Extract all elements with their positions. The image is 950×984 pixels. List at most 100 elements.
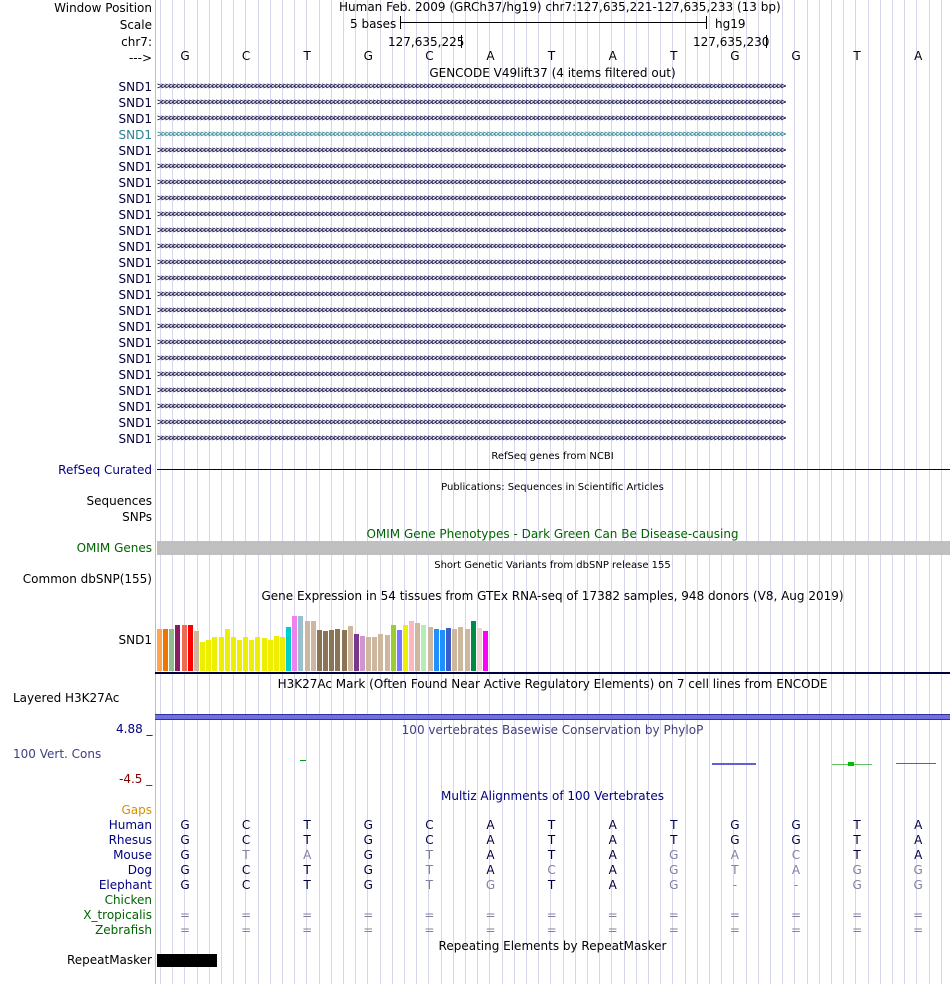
gtex-tissue-bar[interactable] [372, 637, 378, 671]
gtex-tissue-bar[interactable] [236, 640, 242, 671]
repeatmasker-label[interactable]: RepeatMasker [66, 953, 152, 967]
gencode-transcript[interactable]: >>>>>>>>>>>>>>>>>>>>>>>>>>>>>>>>>>>>>>>>… [157, 145, 786, 156]
gtex-tissue-bar[interactable] [329, 630, 335, 671]
gencode-transcript[interactable]: >>>>>>>>>>>>>>>>>>>>>>>>>>>>>>>>>>>>>>>>… [157, 289, 786, 300]
gtex-tissue-bar[interactable] [230, 637, 236, 671]
gencode-transcript[interactable]: >>>>>>>>>>>>>>>>>>>>>>>>>>>>>>>>>>>>>>>>… [157, 273, 786, 284]
gtex-tissue-bar[interactable] [280, 637, 285, 671]
gencode-item-label[interactable]: SND1 [118, 192, 152, 206]
gtex-tissue-bar[interactable] [181, 625, 187, 671]
gtex-tissue-bar[interactable] [415, 623, 421, 671]
gencode-item-label[interactable]: SND1 [118, 272, 152, 286]
gtex-tissue-bar[interactable] [175, 625, 181, 671]
gtex-tissue-bar[interactable] [359, 636, 365, 671]
gencode-item-label[interactable]: SND1 [118, 80, 152, 94]
gencode-transcript[interactable]: >>>>>>>>>>>>>>>>>>>>>>>>>>>>>>>>>>>>>>>>… [157, 225, 786, 236]
gencode-transcript[interactable]: >>>>>>>>>>>>>>>>>>>>>>>>>>>>>>>>>>>>>>>>… [157, 305, 786, 316]
gencode-transcript[interactable]: >>>>>>>>>>>>>>>>>>>>>>>>>>>>>>>>>>>>>>>>… [157, 433, 786, 444]
gencode-item-label[interactable]: SND1 [118, 352, 152, 366]
gtex-tissue-bar[interactable] [200, 642, 206, 671]
gtex-tissue-bar[interactable] [292, 616, 298, 671]
gtex-tissue-bar[interactable] [458, 627, 464, 671]
gencode-transcript[interactable]: >>>>>>>>>>>>>>>>>>>>>>>>>>>>>>>>>>>>>>>>… [157, 385, 786, 396]
gencode-item-label[interactable]: SND1 [118, 144, 152, 158]
sequences-label[interactable]: Sequences [86, 494, 152, 508]
gencode-item-label[interactable]: SND1 [118, 400, 152, 414]
h3k27ac-signal[interactable] [155, 714, 950, 720]
gtex-tissue-bar[interactable] [249, 640, 255, 671]
species-label[interactable]: Zebrafish [95, 923, 152, 937]
gtex-tissue-bar[interactable] [341, 630, 347, 671]
gtex-tissue-bar[interactable] [452, 629, 458, 671]
species-label[interactable]: Elephant [98, 878, 152, 892]
species-label[interactable]: Rhesus [108, 833, 152, 847]
gencode-transcript[interactable]: >>>>>>>>>>>>>>>>>>>>>>>>>>>>>>>>>>>>>>>>… [157, 161, 786, 172]
gtex-tissue-bar[interactable] [464, 629, 470, 671]
gtex-tissue-bar[interactable] [403, 625, 408, 671]
refseq-gene-line[interactable] [157, 469, 950, 470]
gencode-item-label[interactable]: SND1 [118, 288, 152, 302]
gencode-item-label[interactable]: SND1 [118, 256, 152, 270]
omim-bar[interactable] [157, 541, 950, 555]
gtex-tissue-bar[interactable] [267, 640, 273, 671]
gencode-item-label[interactable]: SND1 [118, 208, 152, 222]
gtex-tissue-bar[interactable] [347, 626, 353, 671]
gencode-transcript[interactable]: >>>>>>>>>>>>>>>>>>>>>>>>>>>>>>>>>>>>>>>>… [157, 193, 786, 204]
gtex-tissue-bar[interactable] [212, 637, 218, 671]
gencode-item-label[interactable]: SND1 [118, 176, 152, 190]
gencode-item-label[interactable]: SND1 [118, 160, 152, 174]
gtex-tissue-bar[interactable] [218, 637, 224, 671]
gencode-item-label[interactable]: SND1 [118, 224, 152, 238]
gtex-tissue-bar[interactable] [298, 616, 304, 671]
gtex-tissue-bar[interactable] [409, 621, 415, 671]
snps-label[interactable]: SNPs [122, 510, 152, 524]
gtex-tissue-bar[interactable] [470, 621, 476, 671]
gtex-chart[interactable] [157, 604, 557, 671]
gtex-label[interactable]: SND1 [118, 633, 152, 647]
gtex-tissue-bar[interactable] [390, 625, 396, 671]
gtex-tissue-bar[interactable] [323, 631, 329, 671]
gtex-tissue-bar[interactable] [163, 629, 169, 671]
gtex-tissue-bar[interactable] [255, 637, 261, 671]
gtex-tissue-bar[interactable] [193, 631, 199, 671]
gtex-tissue-bar[interactable] [353, 634, 359, 671]
gencode-transcript[interactable]: >>>>>>>>>>>>>>>>>>>>>>>>>>>>>>>>>>>>>>>>… [157, 257, 786, 268]
gtex-tissue-bar[interactable] [439, 630, 445, 671]
dbsnp-label[interactable]: Common dbSNP(155) [22, 572, 152, 586]
species-label[interactable]: Human [108, 818, 152, 832]
gtex-tissue-bar[interactable] [286, 627, 292, 671]
gtex-tissue-bar[interactable] [243, 637, 249, 671]
gencode-transcript[interactable]: >>>>>>>>>>>>>>>>>>>>>>>>>>>>>>>>>>>>>>>>… [157, 81, 786, 92]
species-label[interactable]: Mouse [113, 848, 152, 862]
gencode-transcript[interactable]: >>>>>>>>>>>>>>>>>>>>>>>>>>>>>>>>>>>>>>>>… [157, 97, 786, 108]
gencode-item-label[interactable]: SND1 [118, 96, 152, 110]
gencode-item-label[interactable]: SND1 [118, 432, 152, 446]
species-label[interactable]: Dog [127, 863, 152, 877]
gtex-tissue-bar[interactable] [476, 628, 482, 671]
h3k27ac-label[interactable]: Layered H3K27Ac [13, 691, 120, 705]
gtex-tissue-bar[interactable] [169, 629, 175, 671]
gencode-item-label[interactable]: SND1 [118, 240, 152, 254]
gencode-transcript[interactable]: >>>>>>>>>>>>>>>>>>>>>>>>>>>>>>>>>>>>>>>>… [157, 321, 786, 332]
species-label[interactable]: X_tropicalis [83, 908, 152, 922]
species-label[interactable]: Chicken [104, 893, 152, 907]
omim-label[interactable]: OMIM Genes [76, 541, 152, 555]
gencode-transcript[interactable]: >>>>>>>>>>>>>>>>>>>>>>>>>>>>>>>>>>>>>>>>… [157, 353, 786, 364]
gtex-tissue-bar[interactable] [273, 636, 279, 671]
repeatmasker-element[interactable] [157, 954, 217, 967]
gencode-transcript[interactable]: >>>>>>>>>>>>>>>>>>>>>>>>>>>>>>>>>>>>>>>>… [157, 241, 786, 252]
refseq-label[interactable]: RefSeq Curated [58, 463, 152, 477]
gencode-item-label[interactable]: SND1 [118, 416, 152, 430]
gencode-transcript[interactable]: >>>>>>>>>>>>>>>>>>>>>>>>>>>>>>>>>>>>>>>>… [157, 129, 786, 140]
gtex-tissue-bar[interactable] [310, 621, 316, 671]
gencode-transcript[interactable]: >>>>>>>>>>>>>>>>>>>>>>>>>>>>>>>>>>>>>>>>… [157, 209, 786, 220]
gencode-item-label[interactable]: SND1 [118, 304, 152, 318]
phylop-label[interactable]: 100 Vert. Cons [13, 747, 102, 761]
gencode-item-label[interactable]: SND1 [118, 336, 152, 350]
gtex-tissue-bar[interactable] [421, 625, 427, 671]
gtex-tissue-bar[interactable] [304, 621, 310, 671]
gtex-tissue-bar[interactable] [187, 625, 193, 671]
gtex-tissue-bar[interactable] [446, 628, 452, 671]
gtex-tissue-bar[interactable] [316, 630, 322, 671]
gtex-tissue-bar[interactable] [206, 640, 212, 671]
